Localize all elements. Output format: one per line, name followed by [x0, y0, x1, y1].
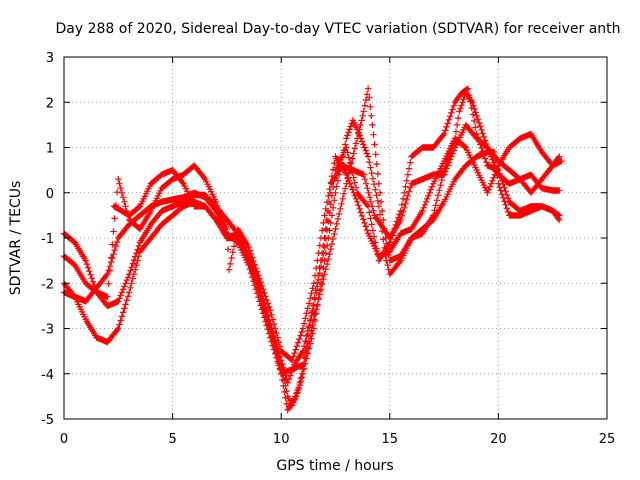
- x-tick-label: 5: [168, 432, 176, 447]
- y-tick-label: -4: [41, 368, 54, 383]
- x-tick-label: 15: [382, 432, 399, 447]
- x-axis-label: GPS time / hours: [276, 458, 393, 474]
- y-tick-label: 1: [46, 142, 54, 157]
- x-tick-label: 25: [599, 432, 616, 447]
- y-axis-label: SDTVAR / TECUs: [8, 181, 24, 296]
- gridlines: [64, 57, 607, 419]
- x-tick-label: 20: [490, 432, 507, 447]
- y-tick-label: -3: [41, 323, 54, 338]
- x-tick-label: 0: [60, 432, 68, 447]
- y-tick-label: -1: [41, 232, 54, 247]
- series-5: [110, 121, 563, 377]
- x-tick-label: 10: [273, 432, 290, 447]
- chart-title: Day 288 of 2020, Sidereal Day-to-day VTE…: [55, 21, 620, 37]
- y-tick-label: 3: [46, 51, 54, 66]
- y-tick-label: -5: [41, 413, 54, 428]
- y-tick-label: 2: [46, 96, 54, 111]
- y-tick-label: 0: [46, 187, 54, 202]
- y-tick-label: -2: [41, 277, 54, 292]
- series-markers: [110, 121, 563, 377]
